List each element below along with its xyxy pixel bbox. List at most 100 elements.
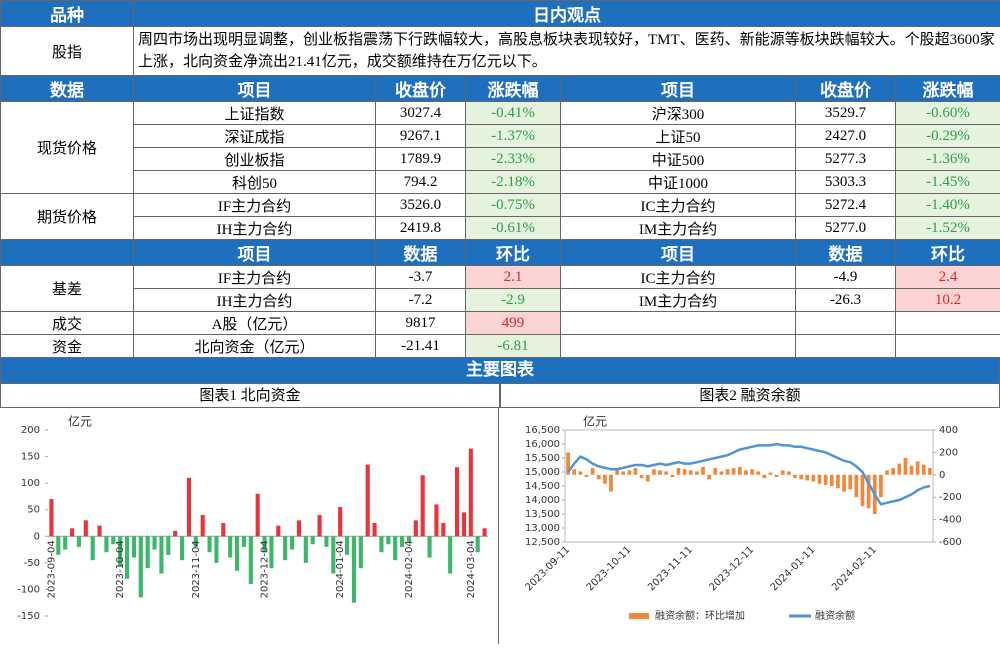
- bar: [303, 536, 308, 563]
- bar: [787, 471, 791, 475]
- bar: [97, 525, 102, 537]
- y-axis-label: 亿元: [583, 414, 607, 429]
- cell: IH主力合约: [133, 288, 376, 312]
- bar: [276, 525, 281, 537]
- cell: -4.9: [795, 265, 896, 289]
- x-tick-label: 2024-02-11: [830, 544, 879, 593]
- header-cell: 涨跌幅: [465, 75, 561, 102]
- bar: [90, 536, 95, 561]
- y2-tick-label: 0: [939, 470, 945, 481]
- bar: [159, 536, 164, 574]
- bar: [670, 474, 675, 478]
- cell: [560, 311, 796, 335]
- row-label: 期货价格: [0, 193, 134, 240]
- bar: [104, 536, 109, 553]
- y-tick-label: 15,000: [525, 467, 560, 478]
- bar: [248, 536, 253, 585]
- y-tick-label: 13,000: [525, 523, 560, 534]
- cell: -2.18%: [465, 170, 561, 194]
- cell: [795, 311, 896, 335]
- bar: [860, 474, 865, 507]
- y-tick-label: -150: [17, 611, 40, 622]
- cell: -0.29%: [894, 124, 1000, 148]
- y-tick-label: 16,000: [525, 439, 560, 450]
- bar: [719, 471, 724, 475]
- bar: [664, 471, 669, 475]
- x-tick-label: 2023-09-11: [523, 544, 572, 593]
- cell: 沪深300: [560, 101, 796, 125]
- y-tick-label: 16,500: [525, 425, 560, 436]
- bar: [811, 474, 816, 482]
- bar: [578, 471, 583, 475]
- bar: [854, 474, 859, 498]
- bar: [805, 474, 810, 481]
- y2-tick-label: -600: [939, 537, 962, 548]
- bar: [420, 475, 425, 537]
- bar: [56, 536, 61, 555]
- bar: [448, 536, 453, 574]
- bar: [358, 536, 363, 569]
- cell: -1.52%: [894, 216, 1000, 240]
- bar: [76, 536, 81, 547]
- header-cell: 数据: [0, 75, 134, 102]
- header-cell: 环比: [894, 239, 1000, 266]
- bar: [434, 504, 439, 537]
- bar: [186, 477, 191, 537]
- bar: [290, 536, 295, 550]
- bar: [707, 474, 711, 480]
- header-cell: 收盘价: [795, 75, 896, 102]
- chart-title: 图表1 北向资金: [0, 384, 500, 408]
- bar: [482, 528, 487, 537]
- row-label: 现货价格: [0, 101, 134, 194]
- cell: 9817: [375, 311, 466, 335]
- x-tick-label: 2023-09-04: [46, 540, 57, 598]
- bar: [317, 515, 322, 537]
- bar: [262, 536, 267, 553]
- bar: [817, 474, 822, 484]
- bar: [180, 536, 185, 561]
- header-cell: 项目: [133, 75, 376, 102]
- bar: [731, 468, 736, 475]
- bar: [345, 536, 350, 555]
- header-cell: 数据: [795, 239, 896, 266]
- y-tick-label: 13,500: [525, 509, 560, 520]
- cell: 上证指数: [133, 101, 376, 125]
- bar: [633, 468, 638, 475]
- bar: [255, 493, 260, 537]
- x-tick-label: 2024-01-04: [335, 540, 346, 598]
- bar: [296, 520, 301, 537]
- bar: [639, 474, 644, 479]
- bar: [909, 465, 914, 475]
- y-tick-label: -100: [17, 584, 40, 595]
- cell: -3.7: [375, 265, 466, 289]
- y-tick-label: 14,500: [525, 481, 560, 492]
- y-tick-label: 100: [21, 478, 40, 489]
- bar: [83, 520, 88, 537]
- header-cell: 环比: [465, 239, 561, 266]
- bar: [372, 523, 377, 537]
- cell: 深证成指: [133, 124, 376, 148]
- bar: [283, 536, 288, 561]
- bar: [427, 536, 432, 558]
- header-cell: 涨跌幅: [894, 75, 1000, 102]
- bar: [897, 463, 902, 475]
- cell: IF主力合约: [133, 193, 376, 217]
- bar: [572, 469, 577, 475]
- bar: [207, 536, 212, 553]
- cell: [560, 334, 796, 358]
- cell: 2.4: [894, 265, 1000, 289]
- bar: [338, 507, 343, 537]
- header-cell: 收盘价: [375, 75, 466, 102]
- bar: [173, 530, 178, 537]
- y2-tick-label: -200: [939, 492, 962, 503]
- bar: [406, 536, 411, 542]
- bar: [744, 470, 748, 475]
- cell: 10.2: [894, 288, 1000, 312]
- bar: [658, 470, 662, 475]
- cell: 中证1000: [560, 170, 796, 194]
- chart: 亿元 200 150 100 50 0 -50 -100 -150 2023-09-04 2023-…: [17, 408, 499, 644]
- y2-tick-label: 400: [939, 425, 958, 436]
- chart: 亿元 16,500 16,000 15,500 15,000 14,500 14,000 13…: [523, 414, 962, 623]
- cell: 3027.4: [375, 101, 466, 125]
- cell: 3526.0: [375, 193, 466, 217]
